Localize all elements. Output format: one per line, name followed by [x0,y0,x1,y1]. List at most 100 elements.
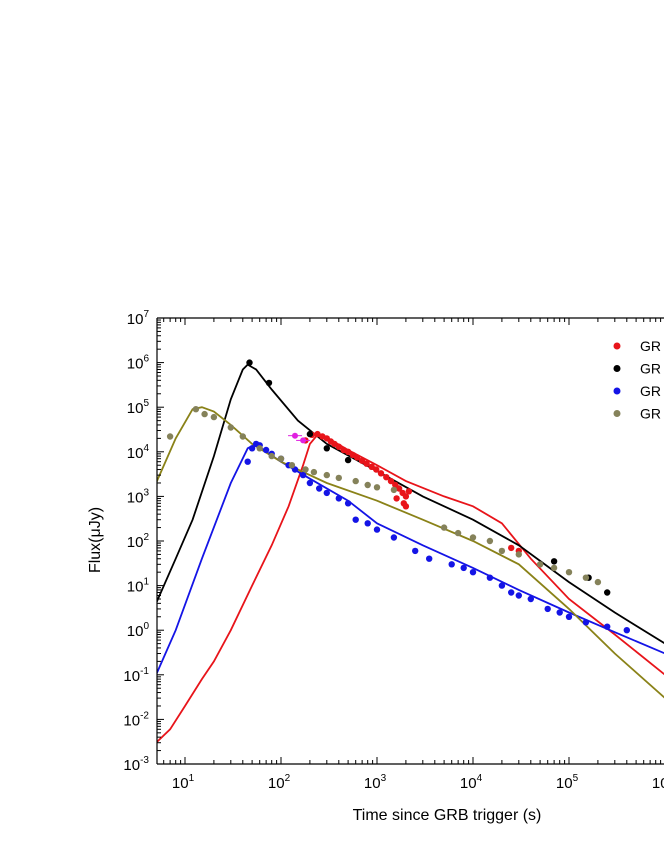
data-point-s4-15 [364,481,371,489]
data-point-s3-11 [316,485,323,492]
data-point-s2-7 [604,589,611,596]
y-tick-label-9: 106 [127,354,150,373]
data-point-s1-9 [344,448,352,455]
data-point-s1-23 [405,488,413,495]
data-point-s4-0 [166,433,174,440]
data-point-s3-28 [527,595,534,603]
data-point-s3-20 [426,555,433,562]
data-point-s2-0 [246,359,253,366]
x-tick-label-0: 101 [172,773,195,792]
data-point-s4-18 [440,524,448,531]
data-point-s2-2 [306,430,314,438]
data-point-s2-4 [344,456,352,464]
data-point-s1-25 [402,503,410,510]
data-point-s4-11 [310,468,318,476]
data-point-s4-25 [550,564,558,572]
y-tick-label-8: 105 [127,398,150,417]
data-point-s3-29 [544,605,551,613]
x-axis-title: Time since GRB trigger (s) [353,807,542,824]
data-point-s4-17 [390,486,398,494]
data-point-s4-27 [582,574,590,581]
y-tick-label-3: 100 [127,621,150,640]
legend-label-1: GR [640,338,661,354]
data-point-s3-31 [565,613,573,620]
data-point-s3-21 [448,561,455,568]
legend-marker-2 [613,365,621,372]
data-point-s3-25 [498,582,506,589]
data-point-s4-21 [486,537,494,545]
data-point-s1-18 [387,477,395,485]
data-point-s4-19 [454,529,462,537]
data-point-s4-23 [515,551,522,558]
data-point-s3-22 [460,564,467,572]
data-point-s4-14 [352,477,359,485]
data-point-s3-9 [299,471,307,479]
data-point-s3-15 [352,516,359,523]
data-point-s4-10 [302,466,309,473]
legend-label-3: GR [640,383,661,399]
data-point-s4-2 [201,410,208,418]
x-tick-label-1: 102 [268,773,291,792]
data-point-s4-12 [323,471,330,479]
data-point-s1-16 [377,470,385,477]
tick-labels: 101 102 103 104 105 106 10-3 10-2 10-1 100 101 102 1… [123,309,664,792]
y-tick-label-2: 10-1 [123,666,149,685]
data-point-s4-20 [469,534,477,541]
data-point-s1-26 [393,495,400,502]
data-point-s3-34 [623,627,630,634]
model-curve-3 [157,442,664,675]
magenta-point-0 [292,432,298,439]
data-point-s1-13 [363,460,370,467]
x-tick-label-5: 106 [652,773,664,792]
data-point-s1-27 [508,544,515,552]
y-tick-label-0: 10-3 [123,755,149,774]
y-tick-label-6: 103 [127,487,150,506]
data-point-s3-26 [508,589,515,596]
plot-area [157,359,664,744]
data-point-s4-1 [192,406,200,413]
axes [156,317,664,765]
data-point-s4-24 [536,561,544,568]
data-point-s1-7 [335,443,342,450]
model-curve-4 [157,406,664,699]
y-tick-label-10: 107 [127,309,150,328]
data-point-s3-24 [486,574,494,581]
data-point-s1-15 [373,466,380,473]
data-point-s4-9 [288,462,296,469]
y-tick-label-5: 102 [127,532,150,551]
data-point-s3-19 [412,547,419,555]
legend-label-2: GR [640,361,661,377]
data-point-s3-32 [582,619,590,626]
model-curve-2 [157,363,664,645]
x-tick-label-3: 104 [460,773,483,792]
x-tick-label-2: 103 [364,773,387,792]
data-point-s1-2 [314,430,321,438]
legend-marker-4 [613,410,621,417]
data-point-s3-16 [364,520,371,527]
data-point-s3-23 [469,569,477,576]
data-point-s4-8 [277,455,285,462]
legend-label-4: GR [640,406,661,422]
data-point-s1-20 [395,485,403,492]
data-point-s3-4 [262,446,270,454]
data-point-s3-1 [248,445,256,452]
data-point-s1-17 [383,474,390,481]
y-tick-label-7: 104 [127,443,150,462]
x-tick-label-4: 105 [556,773,579,792]
magenta-point-1 [300,437,307,444]
data-point-s4-16 [373,484,381,491]
data-point-s2-5 [550,558,558,565]
data-point-s4-22 [498,547,506,555]
data-point-s4-3 [210,413,218,421]
data-point-s1-11 [353,454,361,461]
data-point-s4-5 [239,433,246,440]
data-point-s4-6 [256,445,263,452]
data-point-s4-4 [227,424,234,431]
data-point-s3-30 [556,609,563,616]
data-point-s1-12 [358,457,366,464]
legend: GR GR GR GR [613,338,661,422]
y-tick-label-1: 10-2 [123,710,149,729]
data-point-s3-33 [604,623,611,630]
data-point-s2-1 [265,379,273,387]
